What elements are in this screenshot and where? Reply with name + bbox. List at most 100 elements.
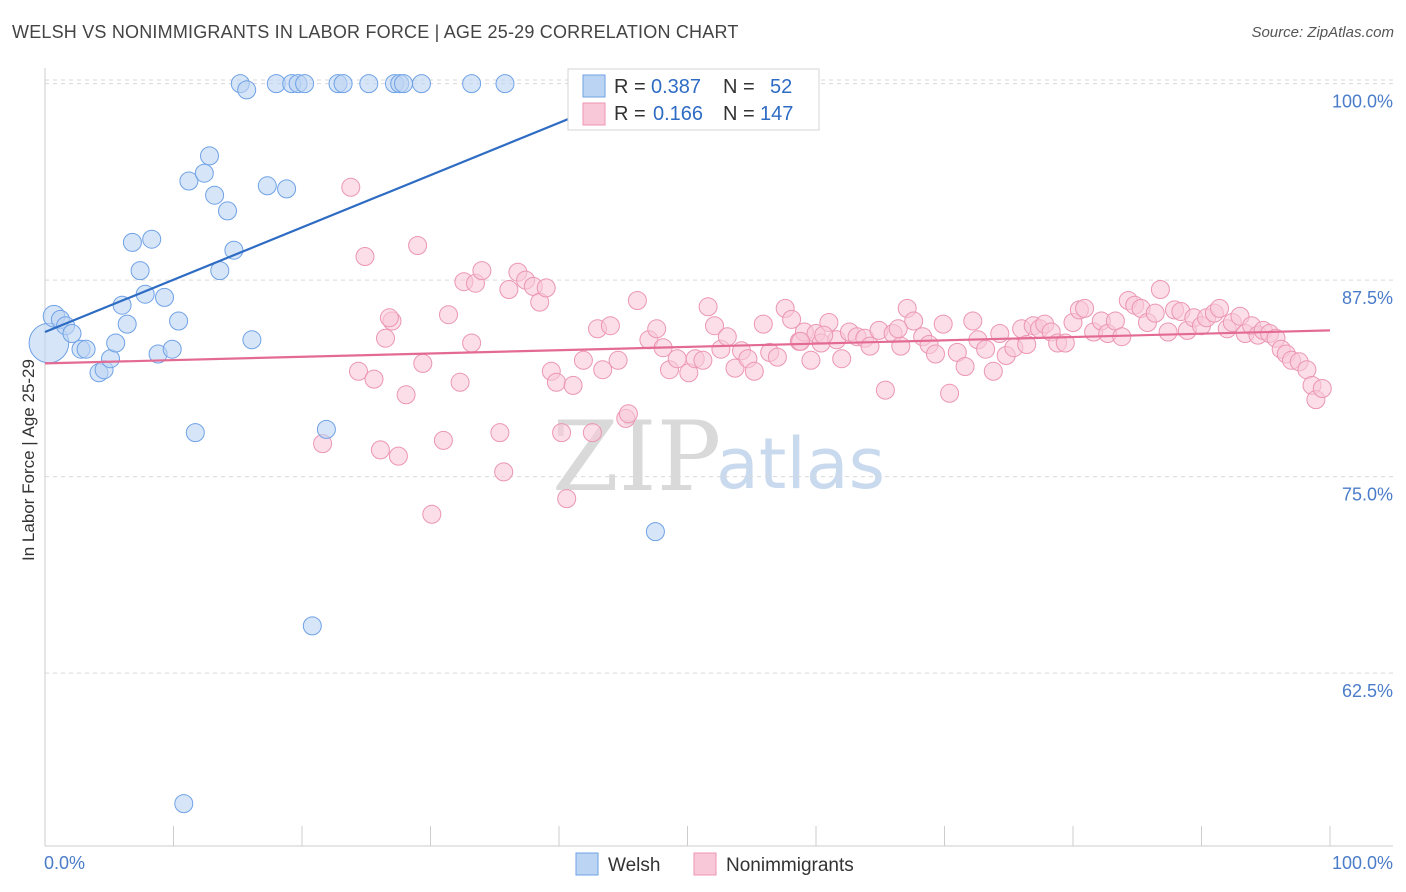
point-nonimmigrants — [563, 375, 583, 395]
point-welsh — [394, 74, 413, 94]
point-welsh — [194, 163, 214, 183]
point-nonimmigrants — [546, 372, 566, 392]
point-nonimmigrants — [647, 319, 667, 339]
point-nonimmigrants — [753, 314, 773, 334]
point-nonimmigrants — [499, 280, 519, 299]
point-nonimmigrants — [725, 358, 745, 378]
point-nonimmigrants — [627, 291, 647, 310]
point-nonimmigrants — [875, 380, 895, 400]
point-nonimmigrants — [557, 489, 577, 509]
point-nonimmigrants — [1150, 280, 1170, 299]
point-nonimmigrants — [355, 247, 375, 266]
point-nonimmigrants — [814, 325, 834, 345]
point-welsh — [155, 287, 174, 307]
point-welsh — [117, 314, 137, 334]
point-nonimmigrants — [976, 339, 996, 359]
point-nonimmigrants — [1158, 322, 1178, 342]
point-welsh — [122, 232, 142, 252]
point-welsh — [200, 146, 219, 166]
point-nonimmigrants — [940, 383, 960, 403]
point-nonimmigrants — [698, 297, 718, 317]
point-nonimmigrants — [744, 361, 764, 381]
stats-n-label-welsh: N = — [723, 76, 755, 98]
point-nonimmigrants — [608, 350, 628, 370]
point-nonimmigrants — [1210, 298, 1229, 318]
trend-line-welsh — [44, 82, 656, 334]
point-nonimmigrants — [593, 360, 613, 380]
point-welsh — [179, 171, 199, 191]
point-nonimmigrants — [705, 316, 724, 336]
point-nonimmigrants — [462, 333, 482, 353]
watermark: ZIP atlas — [552, 401, 885, 513]
stats-r-label-welsh: R = — [614, 76, 646, 98]
y-tick-label: 100.0% — [1332, 92, 1393, 112]
chart-title: WELSH VS NONIMMIGRANTS IN LABOR FORCE | … — [12, 22, 739, 42]
stats-r-value-welsh: 0.387 — [651, 76, 701, 98]
grid-lines — [45, 79, 1393, 674]
stats-box: R = 0.387 N = 52 R = 0.166 N = 147 — [567, 68, 820, 131]
point-welsh — [62, 324, 82, 343]
point-welsh — [130, 261, 150, 281]
point-welsh — [174, 794, 194, 814]
point-nonimmigrants — [717, 327, 737, 347]
point-nonimmigrants — [413, 353, 433, 373]
point-nonimmigrants — [573, 350, 593, 370]
x-tick-label-min: 0.0% — [44, 853, 85, 873]
watermark-atlas: atlas — [716, 423, 885, 505]
point-nonimmigrants — [693, 350, 713, 370]
point-welsh — [185, 423, 205, 443]
point-nonimmigrants — [888, 319, 908, 339]
point-welsh — [302, 616, 322, 636]
legend: Welsh Nonimmigrants — [575, 852, 854, 876]
point-nonimmigrants — [396, 385, 416, 405]
y-tick-label: 75.0% — [1342, 485, 1393, 505]
point-nonimmigrants — [439, 305, 458, 325]
point-welsh — [162, 339, 182, 359]
point-nonimmigrants — [1145, 303, 1165, 323]
point-welsh — [495, 74, 515, 94]
point-nonimmigrants — [349, 361, 368, 381]
stats-r-value-nonimmigrants: 0.166 — [653, 103, 703, 125]
point-welsh — [169, 311, 189, 331]
trend-line-nonimmigrants — [44, 329, 1331, 365]
point-nonimmigrants — [983, 361, 1003, 381]
point-nonimmigrants — [472, 261, 492, 281]
point-nonimmigrants — [767, 347, 787, 367]
chart-source: Source: ZipAtlas.com — [1251, 24, 1394, 41]
point-welsh — [257, 176, 277, 196]
point-nonimmigrants — [582, 423, 602, 443]
legend-swatch-welsh — [575, 852, 599, 876]
point-welsh — [224, 240, 244, 260]
point-nonimmigrants — [450, 372, 470, 392]
point-nonimmigrants — [955, 357, 975, 376]
data-points — [28, 74, 1332, 814]
point-nonimmigrants — [536, 278, 556, 298]
legend-label-welsh: Welsh — [608, 855, 660, 876]
point-welsh — [205, 185, 225, 205]
point-nonimmigrants — [600, 316, 620, 336]
point-nonimmigrants — [490, 423, 510, 443]
point-nonimmigrants — [1017, 335, 1037, 354]
point-nonimmigrants — [1312, 379, 1332, 398]
point-nonimmigrants — [860, 336, 880, 356]
stats-n-value-welsh: 52 — [770, 76, 792, 98]
point-nonimmigrants — [379, 308, 399, 328]
stats-n-value-nonimmigrants: 147 — [760, 103, 793, 125]
point-nonimmigrants — [832, 349, 852, 369]
point-welsh — [142, 229, 162, 249]
point-welsh — [106, 333, 126, 353]
point-nonimmigrants — [433, 430, 453, 450]
point-nonimmigrants — [933, 314, 953, 334]
point-nonimmigrants — [618, 404, 638, 424]
point-nonimmigrants — [364, 369, 384, 389]
point-welsh — [359, 74, 379, 94]
stats-r-label-nonimmigrants: R = — [614, 103, 646, 125]
y-tick-label: 62.5% — [1342, 681, 1393, 701]
point-nonimmigrants — [388, 446, 408, 466]
stats-swatch-welsh — [582, 74, 606, 98]
legend-label-nonimmigrants: Nonimmigrants — [726, 855, 854, 876]
trend-lines — [44, 82, 1331, 365]
point-nonimmigrants — [904, 311, 924, 331]
stats-swatch-nonimmigrants — [582, 102, 606, 126]
y-axis-title: In Labor Force | Age 25-29 — [19, 359, 38, 561]
